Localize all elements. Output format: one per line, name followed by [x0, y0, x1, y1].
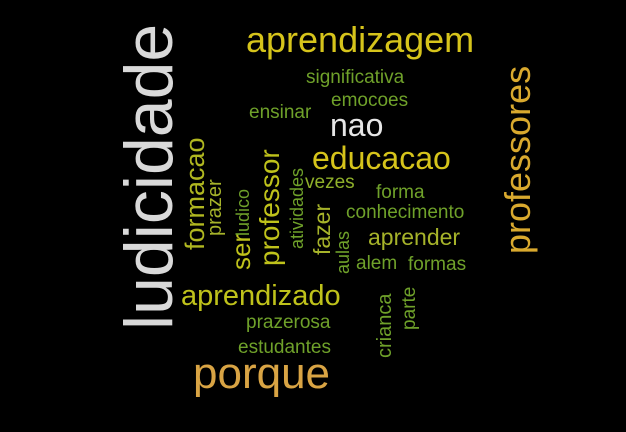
- word-vezes: vezes: [305, 172, 355, 193]
- word-ser: ser: [226, 233, 256, 270]
- word-crianca: crianca: [374, 293, 396, 358]
- word-aprendizado: aprendizado: [181, 280, 341, 312]
- word-nao: nao: [330, 107, 384, 143]
- word-professores: professores: [497, 65, 538, 254]
- word-porque: porque: [193, 349, 331, 398]
- word-educacao: educacao: [312, 140, 451, 176]
- word-aprendizagem: aprendizagem: [246, 19, 475, 60]
- word-significativa: significativa: [306, 67, 405, 88]
- word-forma: forma: [376, 182, 425, 203]
- word-prazer: prazer: [204, 179, 226, 236]
- word-prazerosa: prazerosa: [246, 312, 331, 333]
- word-ensinar: ensinar: [249, 102, 312, 123]
- word-ludico: ludico: [233, 188, 253, 236]
- word-aprender: aprender: [368, 224, 461, 250]
- word-conhecimento: conhecimento: [346, 202, 465, 223]
- word-fazer: fazer: [309, 203, 335, 255]
- word-parte: parte: [399, 286, 420, 330]
- word-professor: professor: [254, 149, 285, 266]
- word-estudantes: estudantes: [238, 337, 331, 358]
- word-atividades: atividades: [287, 167, 307, 249]
- word-aulas: aulas: [333, 230, 353, 274]
- word-formas: formas: [408, 254, 467, 275]
- word-alem: alem: [356, 253, 398, 274]
- word-ludicidade: ludicidade: [111, 23, 187, 330]
- word-emocoes: emocoes: [331, 90, 409, 111]
